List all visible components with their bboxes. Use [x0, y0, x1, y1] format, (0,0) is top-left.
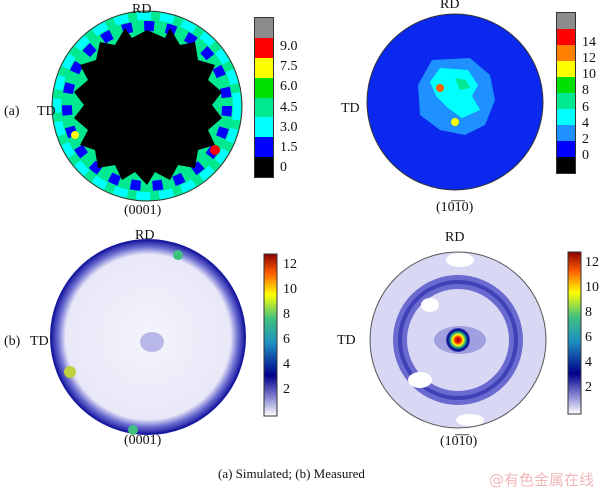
colorbar-segment [255, 157, 273, 177]
colorbar-segment [255, 57, 273, 78]
colorbar-tick-label: 12 [585, 255, 599, 271]
colorbar-tick-label: 2 [585, 379, 592, 395]
watermark: @有色金属在线 [488, 471, 594, 489]
colorbar-tick-label: 4 [582, 115, 589, 131]
colorbar-tick-label: 8 [283, 307, 290, 323]
td-label: TD [37, 104, 56, 119]
colorbar-tick-label: 12 [582, 50, 596, 66]
colorbar-a-0001 [254, 17, 274, 178]
colorbar-tick-label: 3.0 [280, 119, 298, 135]
colorbar-segment [557, 45, 575, 61]
colorbar-segment [557, 77, 575, 93]
pole-label: (10̅1̅0) [440, 434, 478, 449]
colorbar-segment [557, 93, 575, 109]
panel-b-label: (b) [4, 334, 21, 349]
pole-figure-measured-0001 [50, 239, 246, 435]
rd-label: RD [445, 230, 465, 245]
rd-label: RD [132, 2, 152, 17]
colorbar-segment [255, 37, 273, 58]
colorbar-tick-label: 6 [283, 331, 290, 347]
colorbar-segment [557, 61, 575, 77]
td-label: TD [337, 333, 356, 348]
rd-label: RD [135, 228, 155, 243]
colorbar-tick-label: 12 [283, 257, 297, 273]
pole-label: (10̅1̅0) [436, 200, 474, 215]
colorbar-tick-label: 8 [582, 83, 589, 99]
colorbar-segment [255, 137, 273, 158]
colorbar-segment [557, 141, 575, 157]
td-label: TD [30, 334, 49, 349]
colorbar-segment [255, 97, 273, 118]
colorbar-tick-label: 0 [582, 148, 589, 164]
rd-label: RD [440, 0, 460, 12]
colorbar-b-1010 [567, 251, 582, 415]
colorbar-segment [557, 109, 575, 125]
colorbar-tick-label: 6.0 [280, 79, 298, 95]
colorbar-tick-label: 10 [283, 282, 297, 298]
caption: (a) Simulated; (b) Measured [218, 466, 365, 481]
colorbar-segment [255, 117, 273, 138]
pole-label: (0001) [124, 203, 162, 218]
colorbar-segment [557, 13, 575, 29]
colorbar-tick-label: 0 [280, 159, 287, 175]
colorbar-tick-label: 10 [582, 67, 596, 83]
colorbar-segment [255, 18, 273, 38]
td-label: TD [341, 101, 360, 116]
colorbar-segment [255, 77, 273, 98]
colorbar-tick-label: 4 [585, 354, 592, 370]
colorbar-tick-label: 6 [585, 329, 592, 345]
pole-label: (0001) [124, 433, 162, 448]
colorbar-tick-label: 4 [283, 356, 290, 372]
panel-a-label: (a) [4, 104, 20, 119]
colorbar-tick-label: 14 [582, 34, 596, 50]
colorbar-tick-label: 1.5 [280, 139, 298, 155]
colorbar-tick-label: 6 [582, 99, 589, 115]
colorbar-tick-label: 10 [585, 280, 599, 296]
colorbar-b-0001 [263, 253, 278, 417]
colorbar-segment [557, 125, 575, 141]
pole-figure-simulated-1010 [366, 13, 544, 191]
colorbar-tick-label: 4.5 [280, 99, 298, 115]
colorbar-tick-label: 2 [582, 131, 589, 147]
colorbar-segment [557, 29, 575, 45]
colorbar-tick-label: 8 [585, 305, 592, 321]
colorbar-tick-label: 7.5 [280, 59, 298, 75]
pole-figure-simulated-0001 [51, 10, 243, 202]
colorbar-tick-label: 2 [283, 381, 290, 397]
colorbar-segment [557, 157, 575, 173]
pole-figure-measured-1010 [369, 251, 547, 429]
colorbar-tick-label: 9.0 [280, 39, 298, 55]
colorbar-a-1010 [556, 12, 576, 174]
